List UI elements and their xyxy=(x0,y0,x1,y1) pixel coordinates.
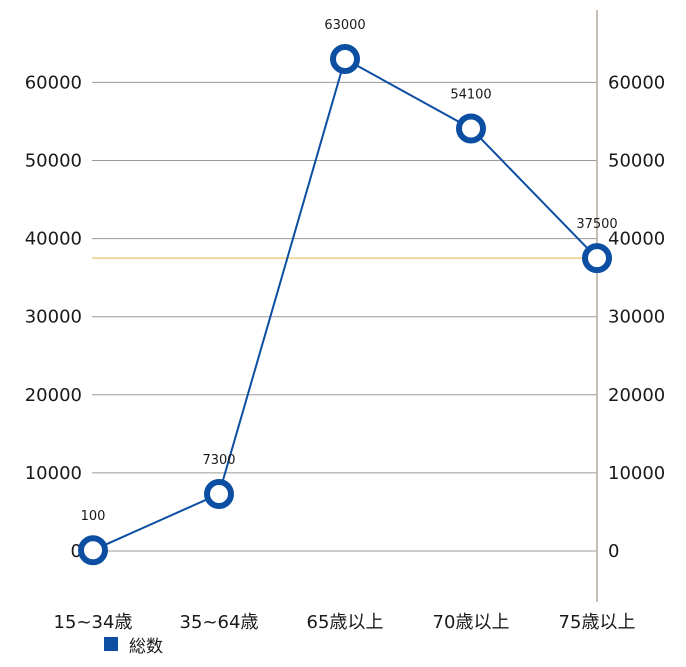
left-y-axis: 0 10000 20000 30000 40000 50000 60000 xyxy=(25,72,82,562)
y-tick-left-0: 0 xyxy=(71,541,82,562)
legend: 総数 xyxy=(104,637,163,657)
y-tick-right-30000: 30000 xyxy=(608,307,665,328)
x-tick-70歳以上: 70歳以上 xyxy=(433,612,510,633)
y-tick-left-30000: 30000 xyxy=(25,307,82,328)
legend-label-total: 総数 xyxy=(129,637,163,657)
data-label-75歳以上: 37500 xyxy=(576,217,617,232)
x-axis: 15~34歳 35~64歳 65歳以上 70歳以上 75歳以上 xyxy=(54,612,636,633)
y-tick-right-20000: 20000 xyxy=(608,385,665,406)
y-tick-left-50000: 50000 xyxy=(25,151,82,172)
data-label-15~34歳: 100 xyxy=(81,509,106,524)
data-label-35~64歳: 7300 xyxy=(202,453,235,468)
data-point-15~34歳 xyxy=(78,535,108,566)
grid-lines xyxy=(92,81,597,552)
y-tick-left-60000: 60000 xyxy=(25,72,82,93)
data-point-65歳以上 xyxy=(330,43,360,74)
y-tick-left-40000: 40000 xyxy=(25,229,82,250)
y-tick-left-10000: 10000 xyxy=(25,463,82,484)
x-tick-35~64歳: 35~64歳 xyxy=(180,612,259,633)
y-tick-right-50000: 50000 xyxy=(608,151,665,172)
data-point-35~64歳 xyxy=(204,478,234,509)
y-tick-right-60000: 60000 xyxy=(608,72,665,93)
x-tick-15~34歳: 15~34歳 xyxy=(54,612,133,633)
legend-swatch-total xyxy=(104,637,118,651)
x-tick-75歳以上: 75歳以上 xyxy=(559,612,636,633)
x-tick-65歳以上: 65歳以上 xyxy=(307,612,384,633)
y-tick-right-0: 0 xyxy=(608,541,619,562)
data-label-65歳以上: 63000 xyxy=(324,18,365,33)
y-tick-left-20000: 20000 xyxy=(25,385,82,406)
data-point-75歳以上 xyxy=(582,243,612,274)
y-tick-right-10000: 10000 xyxy=(608,463,665,484)
series-layer: 100 7300 63000 54100 37500 xyxy=(78,18,618,566)
series-line-total xyxy=(92,57,598,552)
y-tick-right-40000: 40000 xyxy=(608,229,665,250)
data-point-70歳以上 xyxy=(456,113,486,144)
right-y-axis: 0 10000 20000 30000 40000 50000 60000 xyxy=(596,10,665,602)
data-label-70歳以上: 54100 xyxy=(450,87,491,102)
